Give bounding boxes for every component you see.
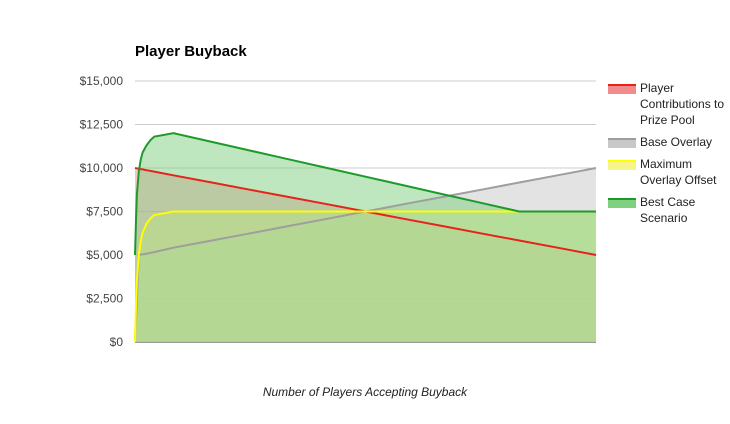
legend-swatch bbox=[608, 84, 636, 94]
y-tick-label: $15,000 bbox=[80, 74, 124, 88]
y-tick-label: $2,500 bbox=[86, 292, 123, 306]
legend-label: Maximum Overlay Offset bbox=[640, 157, 717, 187]
legend-swatch bbox=[608, 198, 636, 208]
legend-label: Best Case Scenario bbox=[640, 195, 696, 225]
legend-swatch bbox=[608, 138, 636, 148]
y-tick-label: $12,500 bbox=[80, 118, 124, 132]
y-tick-label: $10,000 bbox=[80, 161, 124, 175]
legend-label: Base Overlay bbox=[640, 135, 713, 149]
legend-item: Best Case Scenario bbox=[608, 194, 726, 226]
y-tick-label: $7,500 bbox=[86, 205, 123, 219]
y-tick-label: $0 bbox=[110, 335, 124, 349]
series-line-3 bbox=[134, 210, 596, 343]
legend-item: Player Contributions to Prize Pool bbox=[608, 80, 726, 128]
legend-swatch bbox=[608, 160, 636, 170]
y-tick-label: $5,000 bbox=[86, 248, 123, 262]
x-axis-label: Number of Players Accepting Buyback bbox=[262, 385, 468, 399]
legend: Player Contributions to Prize Pool Base O… bbox=[608, 80, 726, 232]
legend-item: Maximum Overlay Offset bbox=[608, 156, 726, 188]
series-line-4 bbox=[134, 132, 596, 256]
legend-label: Player Contributions to Prize Pool bbox=[640, 81, 725, 127]
legend-item: Base Overlay bbox=[608, 134, 726, 150]
chart-title: Player Buyback bbox=[135, 43, 247, 60]
series-area-4 bbox=[135, 133, 596, 342]
